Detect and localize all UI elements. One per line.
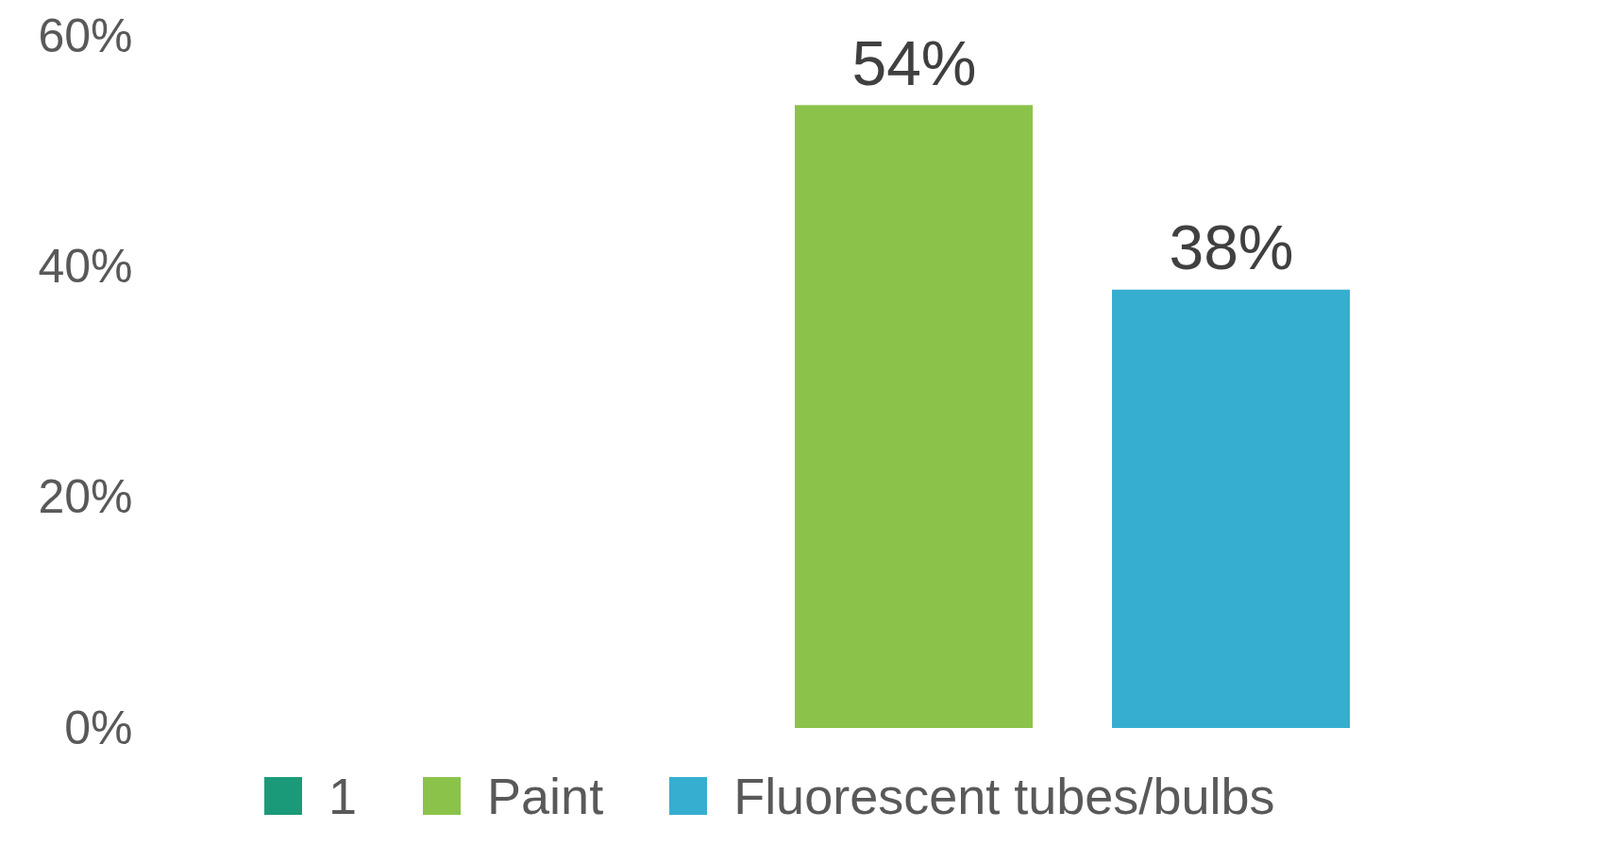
svg-text:38%: 38% [1168,212,1294,283]
svg-text:0%: 0% [64,701,133,755]
html-text:Fluorescent tubes/bulbs: Fluorescent tubes/bulbs [733,767,1275,825]
svg-text:40%: 40% [37,239,133,293]
html-text:1: 1 [328,767,357,825]
svg-text:54%: 54% [851,28,977,99]
svg-text:20%: 20% [37,470,133,523]
html-text:Paint: Paint [487,767,604,825]
svg-text:60%: 60% [37,9,133,63]
